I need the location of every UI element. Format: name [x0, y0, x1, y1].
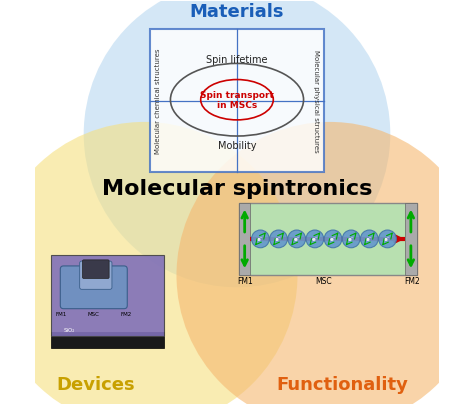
Text: e⁻: e⁻: [348, 237, 355, 242]
Text: Mobility: Mobility: [218, 141, 256, 151]
Text: e⁻: e⁻: [257, 237, 264, 242]
Circle shape: [360, 230, 378, 248]
Text: FM1: FM1: [237, 276, 253, 285]
Text: MSC: MSC: [88, 311, 100, 316]
Circle shape: [342, 230, 360, 248]
Text: Molecular physical structures: Molecular physical structures: [313, 50, 319, 153]
Text: Materials: Materials: [190, 3, 284, 21]
Text: Molecular spintronics: Molecular spintronics: [102, 179, 372, 199]
FancyBboxPatch shape: [82, 260, 109, 279]
Bar: [405, 203, 417, 275]
Circle shape: [288, 230, 306, 248]
Text: Spin lifetime: Spin lifetime: [206, 55, 268, 65]
Circle shape: [324, 230, 342, 248]
Bar: [51, 333, 164, 348]
Text: MSC: MSC: [315, 276, 332, 285]
Text: SiO₂: SiO₂: [64, 327, 75, 333]
Circle shape: [176, 123, 474, 405]
Text: e⁻: e⁻: [384, 237, 391, 242]
Text: FM2: FM2: [120, 311, 132, 316]
FancyBboxPatch shape: [60, 266, 127, 309]
Bar: [239, 203, 250, 275]
Text: FM2: FM2: [405, 276, 420, 285]
Circle shape: [0, 123, 298, 405]
Text: e⁻: e⁻: [366, 237, 373, 242]
Circle shape: [306, 230, 324, 248]
Circle shape: [84, 0, 390, 288]
Text: e⁻: e⁻: [330, 237, 337, 242]
Text: FM1: FM1: [56, 311, 67, 316]
Text: e⁻: e⁻: [293, 237, 300, 242]
Text: e⁻: e⁻: [311, 237, 318, 242]
Bar: [51, 256, 164, 336]
Text: Molecular chemical structures: Molecular chemical structures: [155, 49, 161, 154]
Circle shape: [252, 230, 269, 248]
Circle shape: [379, 230, 396, 248]
FancyBboxPatch shape: [80, 262, 112, 290]
Circle shape: [270, 230, 287, 248]
Text: e⁻: e⁻: [275, 237, 282, 242]
Bar: [239, 203, 417, 275]
Text: Devices: Devices: [56, 375, 135, 393]
Bar: [150, 30, 324, 173]
Text: Spin transport
in MSCs: Spin transport in MSCs: [200, 91, 274, 110]
Text: Functionality: Functionality: [276, 375, 408, 393]
